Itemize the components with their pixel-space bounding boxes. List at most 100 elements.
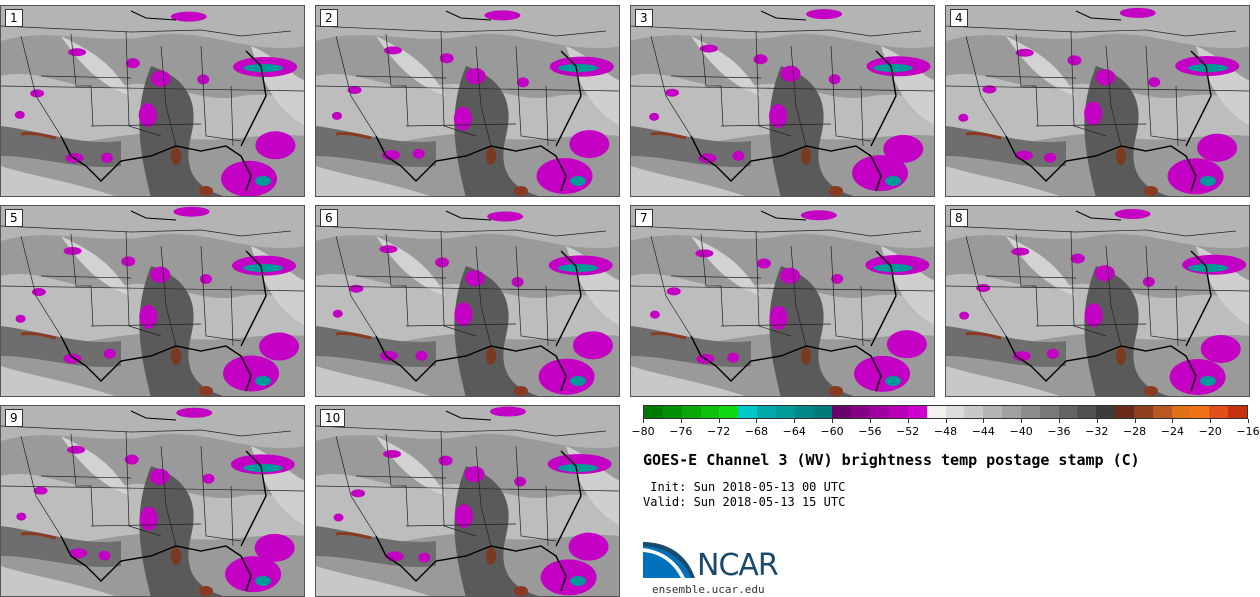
tick-label: −56 — [858, 425, 882, 438]
colorbar-swatch — [1171, 406, 1191, 418]
panel-number: 4 — [950, 9, 968, 27]
panel-number: 8 — [950, 209, 968, 227]
colorbar-swatch — [1133, 406, 1153, 418]
tick-label: −48 — [933, 425, 958, 438]
colorbar-swatch — [926, 406, 946, 418]
wv-map — [1, 206, 304, 396]
tick-mark — [1248, 419, 1249, 423]
member-panel-8: 8 — [945, 205, 1250, 397]
tick-mark — [1058, 419, 1060, 423]
panel-number: 2 — [320, 9, 338, 27]
tick-mark — [1210, 419, 1212, 423]
tick-label: −36 — [1047, 425, 1071, 438]
wv-map — [316, 206, 619, 396]
panel-number: 5 — [5, 209, 23, 227]
wv-map — [1, 6, 304, 196]
colorbar-swatch — [719, 406, 739, 418]
tick-label: −64 — [782, 425, 806, 438]
tick-label: −20 — [1198, 425, 1222, 438]
colorbar-swatch — [1077, 406, 1097, 418]
tick-mark — [1172, 419, 1174, 423]
panel-number: 1 — [5, 9, 23, 27]
member-panel-5: 5 — [0, 205, 305, 397]
member-panel-2: 2 — [315, 5, 620, 197]
figure-title: GOES-E Channel 3 (WV) brightness temp po… — [643, 451, 1140, 469]
colorbar-swatch — [700, 406, 720, 418]
colorbar-swatch — [775, 406, 795, 418]
colorbar-swatch — [983, 406, 1003, 418]
member-panel-9: 9 — [0, 405, 305, 597]
colorbar-swatch — [681, 406, 701, 418]
tick-label: −16 — [1236, 425, 1260, 438]
tick-mark — [718, 419, 720, 423]
colorbar-swatch — [662, 406, 682, 418]
panel-number: 6 — [320, 209, 338, 227]
colorbar-swatch — [1039, 406, 1059, 418]
member-panel-10: 10 — [315, 405, 620, 597]
colorbar-swatch — [644, 406, 663, 418]
tick-mark — [756, 419, 758, 423]
panel-number: 9 — [5, 409, 23, 427]
tick-mark — [869, 419, 871, 423]
member-panel-4: 4 — [945, 5, 1250, 197]
colorbar — [643, 405, 1248, 419]
tick-label: −52 — [896, 425, 920, 438]
tick-mark — [680, 419, 682, 423]
colorbar-swatch — [1209, 406, 1229, 418]
panel-number: 3 — [635, 9, 653, 27]
colorbar-swatch — [757, 406, 776, 418]
colorbar-swatch — [1228, 406, 1247, 418]
colorbar-swatch — [1190, 406, 1210, 418]
colorbar-swatch — [851, 406, 871, 418]
tick-label: −72 — [707, 425, 731, 438]
tick-mark — [643, 419, 644, 423]
colorbar-swatch — [964, 406, 984, 418]
panel-number: 7 — [635, 209, 653, 227]
tick-label: −40 — [1009, 425, 1033, 438]
member-panel-6: 6 — [315, 205, 620, 397]
tick-mark — [832, 419, 834, 423]
colorbar-swatch — [1096, 406, 1116, 418]
colorbar-swatch — [1115, 406, 1134, 418]
tick-label: −28 — [1122, 425, 1147, 438]
tick-label: −68 — [744, 425, 769, 438]
wv-map — [631, 6, 934, 196]
tick-mark — [794, 419, 796, 423]
ncar-logo-text: NCAR — [697, 548, 779, 583]
tick-label: −32 — [1085, 425, 1109, 438]
tick-mark — [1021, 419, 1023, 423]
wv-map — [946, 6, 1249, 196]
member-panel-3: 3 — [630, 5, 935, 197]
colorbar-swatch — [888, 406, 908, 418]
colorbar-swatch — [1002, 406, 1021, 418]
tick-label: −24 — [1160, 425, 1184, 438]
colorbar-swatch — [832, 406, 852, 418]
wv-map — [631, 206, 934, 396]
colorbar-swatch — [1058, 406, 1078, 418]
colorbar-swatch — [794, 406, 814, 418]
tick-label: −76 — [669, 425, 693, 438]
tick-mark — [1134, 419, 1136, 423]
wv-map — [946, 206, 1249, 396]
tick-label: −60 — [820, 425, 844, 438]
wv-map — [316, 406, 619, 596]
tick-label: −80 — [631, 425, 655, 438]
ncar-logo-icon — [643, 542, 695, 578]
colorbar-swatch — [1152, 406, 1172, 418]
tick-mark — [907, 419, 909, 423]
init-time: Init: Sun 2018-05-13 00 UTC — [643, 480, 846, 494]
colorbar-swatch — [813, 406, 833, 418]
member-panel-7: 7 — [630, 205, 935, 397]
wv-map — [316, 6, 619, 196]
tick-label: −44 — [971, 425, 995, 438]
wv-map — [1, 406, 304, 596]
tick-mark — [1096, 419, 1098, 423]
colorbar-ticks: −80 −76 −72 −68 −64 −60 −56 −52 −48 −44 −40 −36 −32−… — [631, 419, 1260, 443]
member-panel-1: 1 — [0, 5, 305, 197]
colorbar-swatch — [870, 406, 889, 418]
valid-time: Valid: Sun 2018-05-13 15 UTC — [643, 495, 846, 509]
ensemble-url: ensemble.ucar.edu — [652, 583, 765, 596]
colorbar-swatch — [907, 406, 927, 418]
colorbar-swatch — [945, 406, 965, 418]
panel-number: 10 — [320, 409, 346, 427]
